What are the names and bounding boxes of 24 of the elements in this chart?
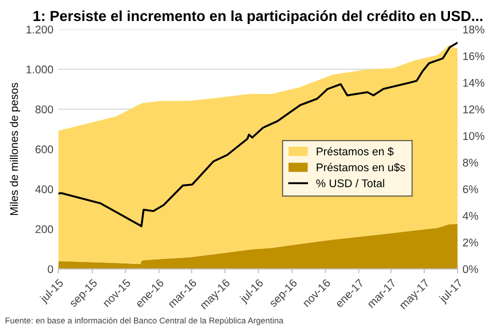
legend-label: Préstamos en u$s — [316, 162, 406, 172]
y2-tick-label: 2% — [463, 238, 478, 246]
y2-tick-label: 14% — [463, 78, 484, 87]
y-tick-label: 400 — [35, 185, 54, 194]
chart-title: 1: Persiste el incremento en la participación del crédito en USD... — [34, 10, 482, 24]
y2-tick-label: 6% — [463, 185, 478, 194]
y-tick-label: 800 — [35, 105, 54, 114]
legend-label: Préstamos en $ — [316, 147, 394, 156]
y-tick-label: 1.200 — [26, 26, 54, 34]
line-series — [58, 42, 458, 228]
y-tick-label: 200 — [36, 225, 54, 234]
y-tick-label: 600 — [36, 145, 54, 154]
y2-tick-label: 18% — [463, 26, 484, 34]
y-axis-title: Miles de millones de pesos — [10, 82, 20, 215]
y2-tick-label: 10% — [463, 132, 484, 140]
legend-label: % USD / Total — [316, 179, 384, 188]
y-tick-label: 1.000 — [26, 66, 54, 74]
y2-tick-label: 16% — [463, 52, 484, 60]
source-note: Fuente: en base a información del Banco Central de la República Argentina — [6, 317, 284, 326]
y2-tick-label: 4% — [462, 212, 478, 220]
y2-tick-label: 8% — [462, 158, 478, 167]
y-tick-label: 0 — [48, 265, 54, 274]
y2-tick-label: 0% — [462, 265, 478, 274]
y2-tick-label: 12% — [463, 105, 484, 114]
